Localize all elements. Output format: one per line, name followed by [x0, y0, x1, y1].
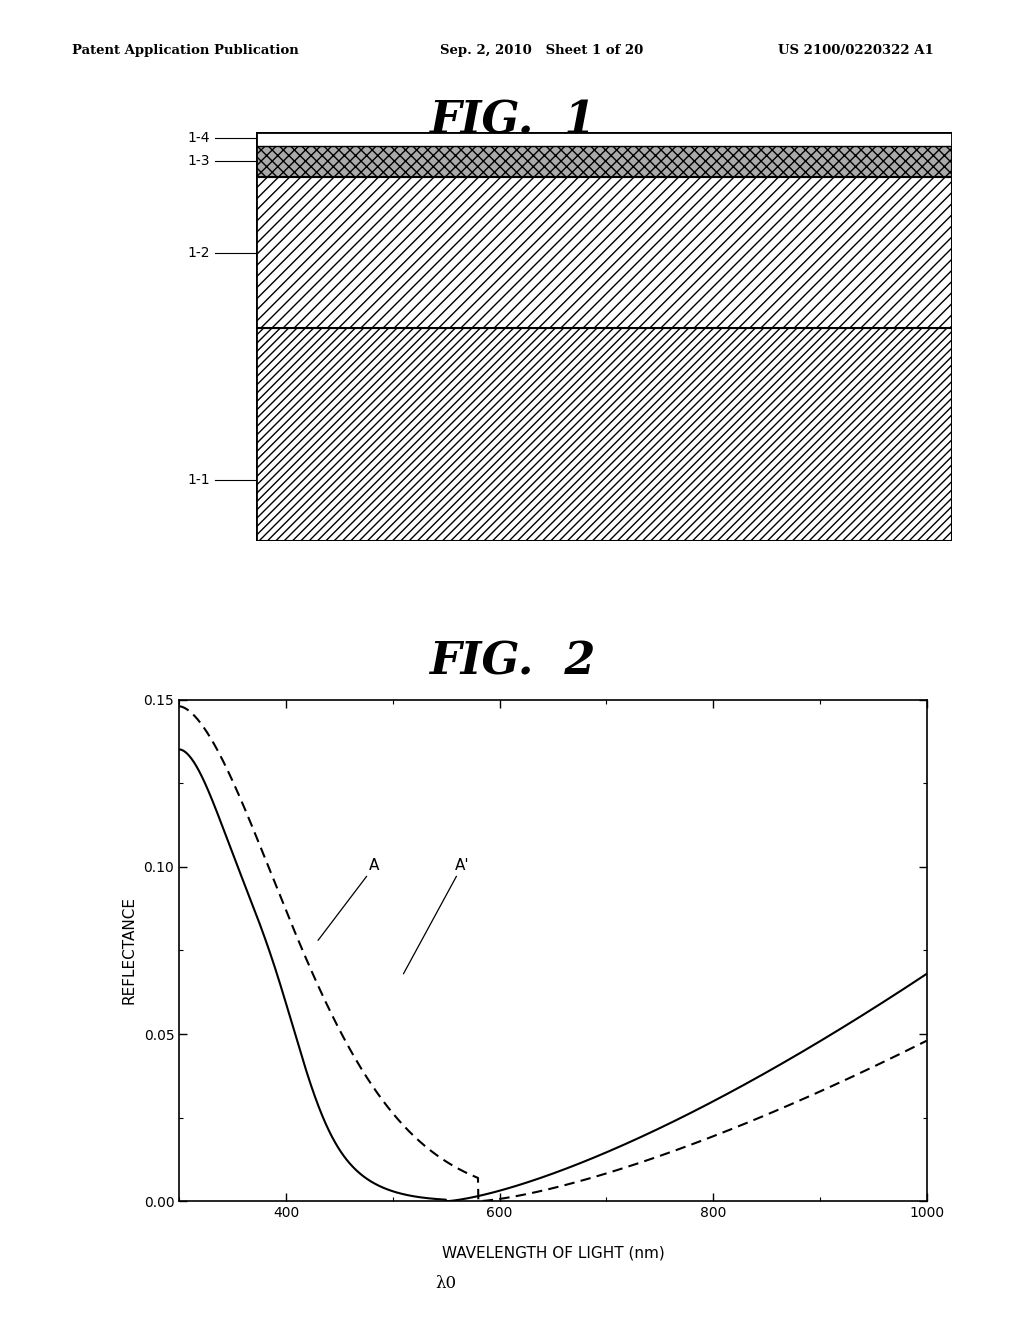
Bar [256, 132, 952, 147]
Text: 1-1: 1-1 [187, 473, 210, 487]
Text: US 2100/0220322 A1: US 2100/0220322 A1 [778, 44, 934, 57]
Text: λ0: λ0 [435, 1275, 457, 1292]
Text: 1-2: 1-2 [187, 246, 210, 260]
Text: Sep. 2, 2010   Sheet 1 of 20: Sep. 2, 2010 Sheet 1 of 20 [440, 44, 643, 57]
Text: 1-4: 1-4 [187, 131, 210, 145]
Bar [256, 177, 952, 329]
X-axis label: WAVELENGTH OF LIGHT (nm): WAVELENGTH OF LIGHT (nm) [441, 1245, 665, 1261]
Text: A: A [318, 858, 380, 940]
Text: A': A' [403, 858, 469, 974]
Y-axis label: REFLECTANCE: REFLECTANCE [122, 896, 136, 1005]
Bar [256, 147, 952, 177]
Text: Patent Application Publication: Patent Application Publication [72, 44, 298, 57]
Text: 1-3: 1-3 [187, 154, 210, 169]
Text: FIG.  1: FIG. 1 [429, 99, 595, 143]
Text: FIG.  2: FIG. 2 [429, 640, 595, 684]
Bar [256, 329, 952, 541]
